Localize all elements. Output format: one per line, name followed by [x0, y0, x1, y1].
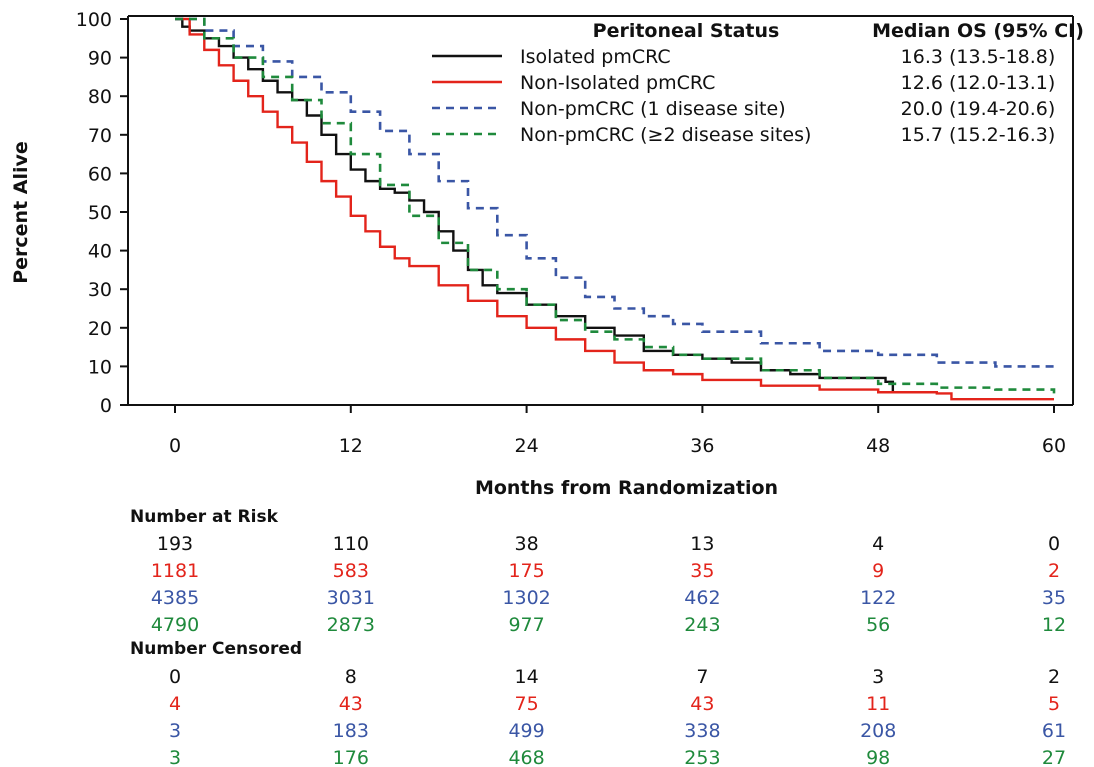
censored-table-cell: 253: [684, 747, 720, 767]
x-tick-label: 24: [515, 435, 539, 457]
censored-table-cell: 3: [872, 666, 884, 688]
censored-table-cell: 61: [1042, 720, 1066, 742]
risk-table-cell: 13: [690, 533, 714, 555]
legend-median-3: 20.0 (19.4-20.6): [901, 98, 1056, 120]
risk-table-cell: 977: [508, 614, 544, 636]
risk-table-cell: 38: [515, 533, 539, 555]
x-tick-label: 60: [1042, 435, 1066, 457]
risk-table-cell: 4790: [151, 614, 199, 636]
risk-table-cell: 56: [866, 614, 890, 636]
censored-table-cell: 0: [169, 666, 181, 688]
risk-table-cell: 583: [333, 560, 369, 582]
legend-header-status: Peritoneal Status: [593, 20, 780, 42]
y-tick-label: 50: [88, 202, 112, 224]
y-tick-label: 100: [76, 9, 112, 31]
risk-table-cell: 462: [684, 587, 720, 609]
risk-table-title: Number at Risk: [130, 507, 279, 527]
censored-table-cell: 3: [169, 720, 181, 742]
censored-table-cell: 208: [860, 720, 896, 742]
censored-table-cell: 2: [1048, 666, 1060, 688]
y-tick-label: 60: [88, 163, 112, 185]
legend: Peritoneal Status Median OS (95% CI) Iso…: [432, 20, 1084, 146]
y-tick-label: 0: [100, 395, 112, 417]
censored-table-cell: 75: [515, 693, 539, 715]
risk-table-cell: 1302: [502, 587, 550, 609]
censored-table-cell: 43: [690, 693, 714, 715]
risk-table-cell: 35: [1042, 587, 1066, 609]
risk-table-cell: 193: [157, 533, 193, 555]
survival-curves: [175, 17, 1056, 401]
y-tick-label: 40: [88, 241, 112, 263]
y-tick-label: 20: [88, 318, 112, 340]
censored-table-cell: 27: [1042, 747, 1066, 767]
risk-table-cell: 110: [333, 533, 369, 555]
risk-table-cell: 9: [872, 560, 884, 582]
censored-table-cell: 5: [1048, 693, 1060, 715]
legend-label-3: Non-pmCRC (1 disease site): [520, 98, 786, 120]
x-tick-label: 36: [690, 435, 714, 457]
axes: 0 10 20 30 40 50 60 70 80 90 100 0 12 24 36 48 60: [76, 9, 1074, 457]
legend-label-1: Isolated pmCRC: [520, 46, 671, 68]
censored-table-cell: 338: [684, 720, 720, 742]
risk-table-cell: 4: [872, 533, 884, 555]
series-line-4: [175, 17, 1056, 394]
y-tick-label: 90: [88, 48, 112, 70]
y-tick-label: 10: [88, 356, 112, 378]
y-tick-label: 80: [88, 86, 112, 108]
censored-table-cell: 98: [866, 747, 890, 767]
censored-table-cell: 176: [333, 747, 369, 767]
risk-table-cell: 122: [860, 587, 896, 609]
censored-table-cell: 11: [866, 693, 890, 715]
risk-table-cell: 35: [690, 560, 714, 582]
risk-table-cell: 2: [1048, 560, 1060, 582]
legend-median-4: 15.7 (15.2-16.3): [901, 124, 1056, 146]
risk-tables: Number at Risk Number Censored 193 110 38 1…: [130, 507, 1066, 767]
censored-table-cell: 468: [508, 747, 544, 767]
censored-table-cell: 4: [169, 693, 181, 715]
censored-table-cell: 499: [508, 720, 544, 742]
censored-table-title: Number Censored: [130, 639, 302, 659]
y-tick-label: 70: [88, 125, 112, 147]
legend-label-2: Non-Isolated pmCRC: [520, 72, 715, 94]
y-tick-label: 30: [88, 279, 112, 301]
censored-table-cell: 7: [696, 666, 708, 688]
risk-table-cell: 175: [508, 560, 544, 582]
censored-table-cell: 183: [333, 720, 369, 742]
censored-table-cell: 43: [339, 693, 363, 715]
risk-table-cell: 4385: [151, 587, 199, 609]
series-line-1: [175, 17, 895, 394]
x-axis-title: Months from Randomization: [475, 477, 778, 499]
risk-table-cell: 0: [1048, 533, 1060, 555]
risk-table-cell: 1181: [151, 560, 199, 582]
censored-table-cell: 3: [169, 747, 181, 767]
risk-table-cell: 12: [1042, 614, 1066, 636]
legend-label-4: Non-pmCRC (≥2 disease sites): [520, 124, 811, 146]
legend-median-2: 12.6 (12.0-13.1): [901, 72, 1056, 94]
legend-header-median: Median OS (95% CI): [872, 20, 1084, 42]
censored-table-cell: 8: [345, 666, 357, 688]
risk-table-cell: 3031: [327, 587, 375, 609]
risk-table-cell: 2873: [327, 614, 375, 636]
x-tick-label: 12: [339, 435, 363, 457]
censored-table-cell: 14: [515, 666, 539, 688]
x-tick-label: 0: [169, 435, 181, 457]
y-axis-title: Percent Alive: [10, 141, 32, 284]
x-tick-label: 48: [866, 435, 890, 457]
risk-table-cell: 243: [684, 614, 720, 636]
legend-median-1: 16.3 (13.5-18.8): [901, 46, 1056, 68]
series-line-2: [175, 17, 1054, 401]
